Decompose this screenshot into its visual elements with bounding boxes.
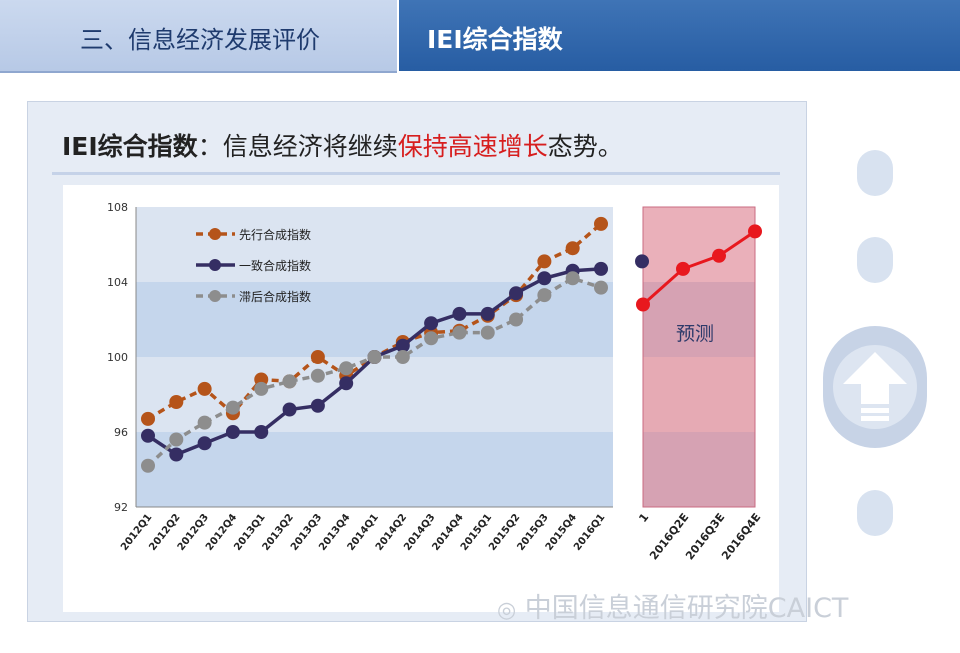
data-point [367, 350, 382, 364]
forecast-point [712, 248, 726, 263]
headline-keyword: IEI综合指数 [62, 132, 198, 161]
data-point [509, 286, 524, 301]
data-point [197, 415, 212, 430]
decor-oval [857, 150, 893, 196]
data-point [424, 331, 439, 346]
data-point [452, 325, 467, 340]
data-point [395, 350, 410, 364]
headline-highlight: 保持高速增长 [397, 132, 548, 161]
data-point [169, 432, 184, 447]
y-tick-label: 100 [107, 351, 128, 364]
watermark: ◎ 中国信息通信研究院CAICT [497, 586, 848, 625]
forecast-point [748, 224, 762, 239]
forecast-band [643, 282, 755, 357]
data-point [594, 261, 608, 276]
data-point [169, 447, 184, 462]
forecast-band [643, 357, 755, 432]
grid-band [136, 432, 613, 507]
y-tick-label: 92 [114, 501, 128, 514]
data-point [197, 381, 212, 396]
data-point [197, 436, 212, 451]
data-point [537, 271, 552, 286]
data-point [169, 395, 184, 409]
headline: IEI综合指数：信息经济将继续保持高速增长态势。 [62, 127, 623, 163]
data-point [452, 306, 467, 321]
data-point [282, 374, 297, 389]
data-point [537, 254, 552, 269]
active-tab-label: IEI综合指数 [427, 25, 563, 54]
forecast-point [676, 261, 690, 276]
data-point [141, 458, 155, 473]
data-point [339, 376, 354, 391]
section-tab-label: 三、信息经济发展评价 [80, 26, 320, 54]
wechat-icon: ◎ [497, 598, 517, 623]
headline-prefix: 信息经济将继续 [222, 132, 398, 161]
data-point [537, 288, 552, 303]
legend-marker [209, 228, 221, 240]
data-point [310, 368, 325, 383]
up-arrow-icon [833, 345, 917, 429]
headline-divider [52, 172, 780, 175]
data-point [141, 428, 155, 443]
data-point [141, 411, 155, 426]
active-tab[interactable]: IEI综合指数 [399, 0, 960, 71]
data-point [565, 241, 580, 256]
grid-band [136, 357, 613, 432]
headline-suffix: 态势。 [547, 132, 623, 161]
data-point [509, 312, 524, 327]
data-point [594, 216, 608, 231]
data-point [635, 254, 649, 269]
data-point [424, 316, 439, 331]
data-point [282, 402, 297, 417]
y-tick-label: 96 [114, 426, 128, 439]
legend-label: 一致合成指数 [239, 258, 311, 273]
data-point [480, 325, 495, 340]
data-point [565, 271, 580, 286]
data-point [310, 350, 325, 364]
data-point [225, 425, 240, 439]
data-point [310, 398, 325, 413]
scroll-up-button[interactable] [823, 326, 927, 448]
section-tab[interactable]: 三、信息经济发展评价 [0, 0, 397, 73]
forecast-region [642, 206, 756, 508]
forecast-band [643, 432, 755, 507]
y-tick-label: 104 [107, 276, 128, 289]
data-point [339, 361, 354, 376]
forecast-point [636, 297, 650, 312]
data-point [395, 338, 410, 353]
headline-separator: ： [197, 132, 223, 161]
decor-oval [857, 490, 893, 536]
data-point [254, 425, 269, 439]
grid-band [136, 207, 613, 282]
data-point [254, 381, 269, 396]
watermark-text: 中国信息通信研究院CAICT [524, 593, 849, 624]
forecast-label: 预测 [676, 323, 714, 345]
data-point [225, 400, 240, 415]
data-point [594, 280, 608, 295]
data-point [480, 306, 495, 321]
forecast-line [642, 230, 756, 306]
legend-marker [209, 259, 221, 271]
legend-marker [209, 290, 221, 302]
legend-label: 滞后合成指数 [239, 289, 311, 304]
legend-label: 先行合成指数 [239, 227, 311, 242]
decor-oval [857, 237, 893, 283]
y-tick-label: 108 [107, 201, 128, 214]
